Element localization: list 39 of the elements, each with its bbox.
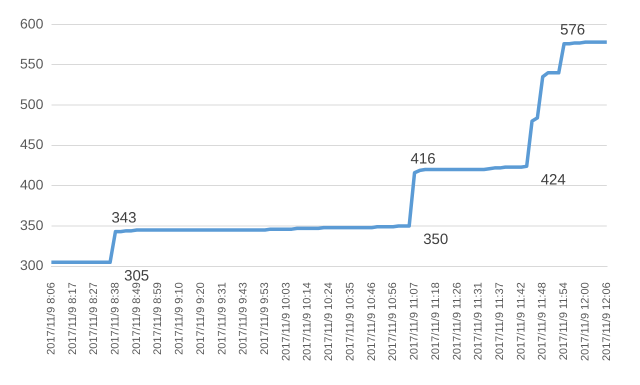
x-tick-label: 2017/11/9 8:38 <box>109 282 122 355</box>
x-tick-label: 2017/11/9 9:31 <box>216 282 228 355</box>
data-label: 350 <box>423 231 448 248</box>
x-tick-label: 2017/11/9 11:42 <box>515 282 528 360</box>
y-tick-label: 300 <box>20 257 44 274</box>
x-tick-label: 2017/11/9 9:43 <box>238 282 250 355</box>
x-tick-label: 2017/11/9 8:59 <box>152 282 164 355</box>
x-tick-label: 2017/11/9 10:03 <box>280 282 292 361</box>
x-tick-label: 2017/11/9 11:26 <box>451 282 464 360</box>
y-tick-label: 450 <box>20 136 44 152</box>
data-label: 343 <box>111 209 136 226</box>
x-tick-label: 2017/11/9 8:49 <box>130 282 143 355</box>
data-label: 416 <box>410 150 436 168</box>
x-tick-label: 2017/11/9 10:14 <box>302 282 314 361</box>
y-tick-label: 400 <box>20 176 44 193</box>
x-tick-label: 2017/11/9 8:17 <box>66 282 79 355</box>
x-tick-label: 2017/11/9 8:27 <box>88 282 100 355</box>
x-tick-label: 2017/11/9 8:06 <box>45 282 58 355</box>
x-tick-label: 2017/11/9 9:20 <box>194 282 207 355</box>
y-tick-label: 600 <box>20 15 44 32</box>
x-tick-label: 2017/11/9 11:54 <box>558 282 570 360</box>
x-tick-label: 2017/11/9 11:07 <box>408 282 421 360</box>
data-label: 576 <box>560 21 586 38</box>
x-tick-label: 2017/11/9 11:31 <box>472 282 485 360</box>
x-tick-label: 2017/11/9 11:48 <box>536 282 549 360</box>
x-tick-label: 2017/11/9 10:24 <box>323 282 336 361</box>
x-tick-label: 2017/11/9 10:46 <box>366 282 378 361</box>
y-tick-label: 500 <box>20 96 44 112</box>
x-tick-label: 2017/11/9 10:56 <box>387 282 400 361</box>
x-tick-label: 2017/11/9 9:53 <box>259 282 272 355</box>
x-tick-label: 2017/11/9 11:37 <box>494 282 506 360</box>
x-tick-label: 2017/11/9 9:10 <box>174 282 186 355</box>
x-tick-label: 2017/11/9 12:06 <box>600 282 613 361</box>
x-tick-label: 2017/11/9 11:18 <box>430 282 442 360</box>
data-label: 424 <box>540 171 566 188</box>
x-tick-label: 2017/11/9 12:00 <box>579 282 592 361</box>
y-tick-label: 550 <box>20 56 44 72</box>
x-tick-label: 2017/11/9 10:35 <box>344 282 356 361</box>
y-tick-label: 350 <box>20 216 44 233</box>
